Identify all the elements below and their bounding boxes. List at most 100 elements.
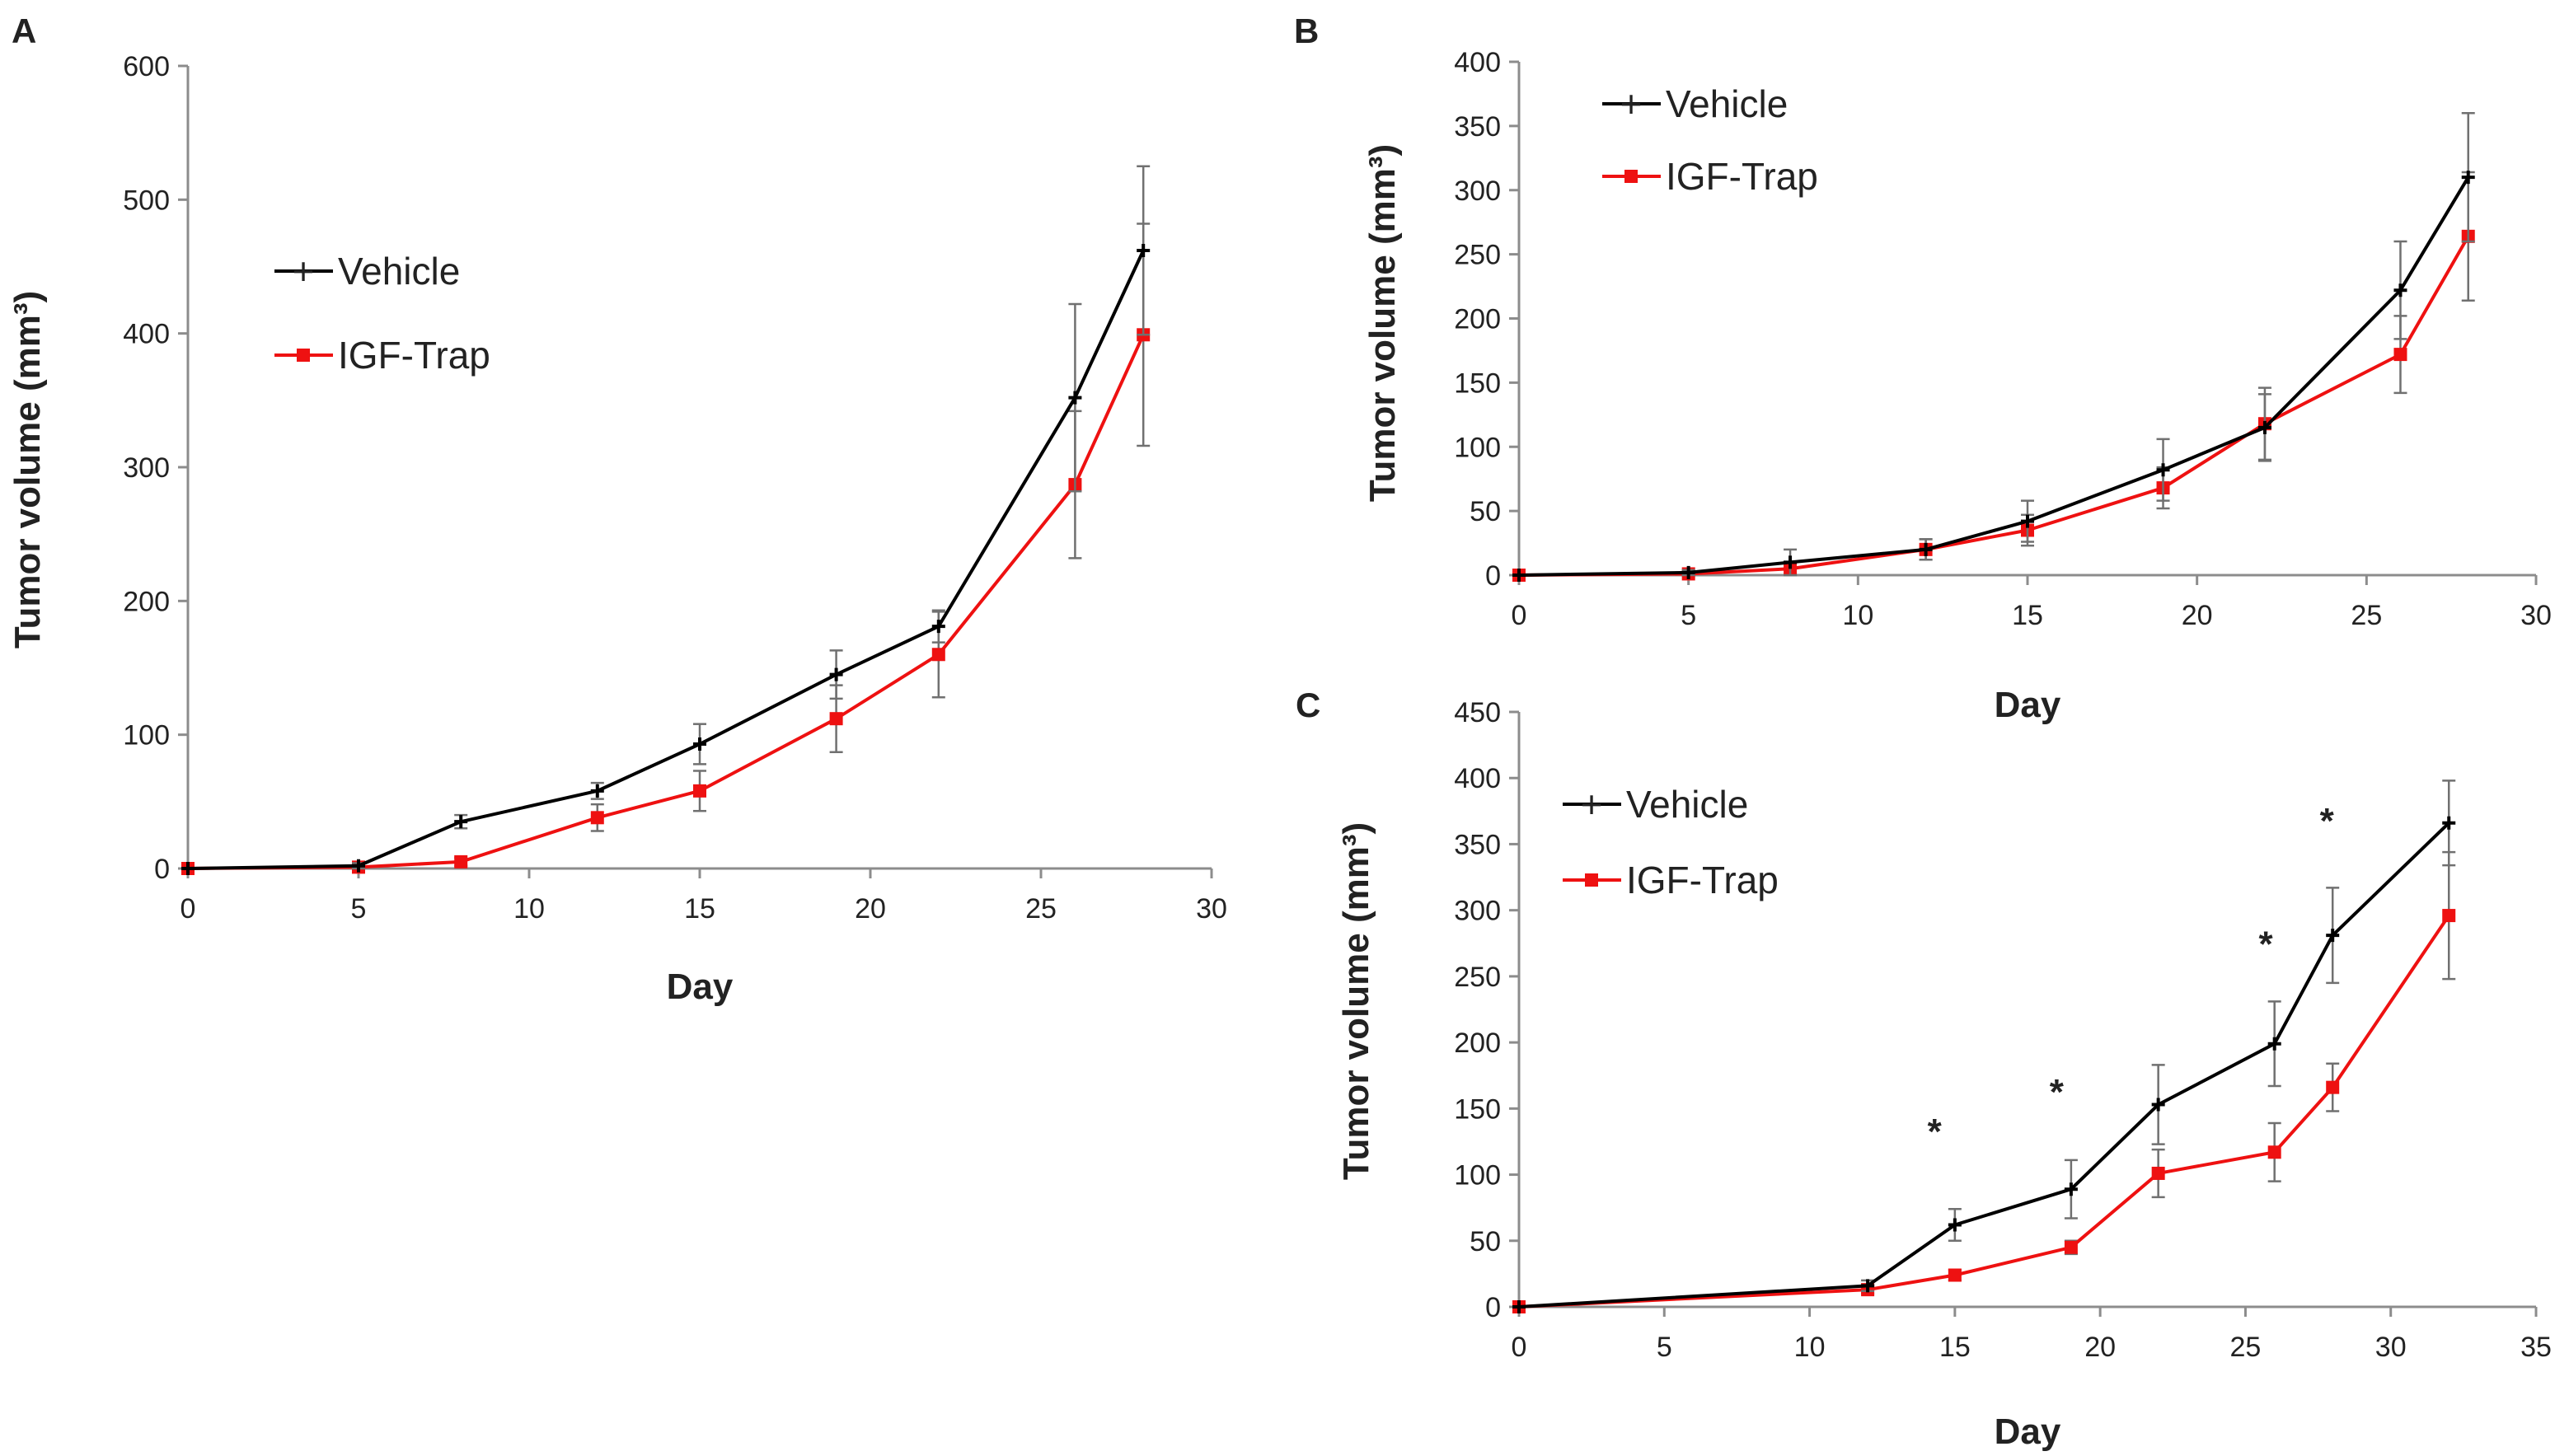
igf-trap-point — [2064, 1240, 2078, 1254]
y-tick-label: 400 — [1454, 763, 1501, 794]
series-vehicle — [1512, 779, 2456, 1313]
legend-igf-trap-label: IGF-Trap — [338, 334, 490, 377]
x-tick-label: 20 — [2084, 1332, 2116, 1363]
vehicle-point — [1681, 565, 1695, 579]
vehicle-point — [1919, 542, 1933, 556]
igf-trap-point — [454, 854, 468, 868]
vehicle-point — [2442, 816, 2456, 830]
x-tick-label: 10 — [513, 893, 545, 925]
panel-c-series — [1512, 779, 2456, 1313]
significance-asterisk: * — [2050, 1072, 2065, 1112]
x-tick-label: 15 — [684, 893, 715, 925]
vehicle-point — [2461, 171, 2475, 185]
panel-a-letter: A — [12, 12, 36, 50]
vehicle-point — [931, 620, 945, 634]
panel-c-axes: 0 50 100 150 200 250 300 350 400 450 0 5 10 15 20 25 30 3… — [1454, 697, 2552, 1363]
vehicle-point — [1512, 1300, 1526, 1313]
y-tick-label: 400 — [123, 319, 170, 350]
x-tick-label: 5 — [1681, 600, 1696, 631]
vehicle-point — [829, 667, 843, 681]
x-tick-label: 5 — [351, 893, 367, 925]
vehicle-point — [1512, 569, 1526, 582]
legend-vehicle-plus-marker: + — [1620, 82, 1643, 125]
panel-b-chart: B Tumor volume (mm³) Day 050100150200250… — [1294, 12, 2552, 725]
x-tick-label: 20 — [2182, 600, 2213, 631]
igf-trap-point — [2267, 1145, 2281, 1159]
x-tick-label: 30 — [1196, 893, 1227, 925]
panel-b-letter: B — [1294, 12, 1319, 50]
vehicle-point — [2393, 283, 2407, 297]
panel-c-chart: C Tumor volume (mm³) Day 050100150200250… — [1296, 686, 2552, 1452]
x-tick-label: 15 — [1939, 1332, 1971, 1363]
y-tick-label: 450 — [1454, 697, 1501, 728]
panel-b-x-axis-title: Day — [1995, 685, 2061, 725]
significance-asterisk: * — [2320, 801, 2335, 841]
vehicle-point — [1861, 1279, 1875, 1293]
vehicle-point — [1784, 555, 1798, 569]
x-tick-label: 35 — [2520, 1332, 2552, 1363]
igf-trap-point — [1948, 1268, 1962, 1282]
legend-vehicle-label: Vehicle — [338, 250, 460, 293]
y-tick-label: 300 — [123, 452, 170, 484]
y-tick-label: 200 — [123, 586, 170, 617]
x-tick-label: 0 — [1512, 1332, 1527, 1363]
vehicle-point — [2064, 1182, 2078, 1196]
vehicle-point — [2021, 514, 2034, 528]
legend-igf-trap-square-marker — [1624, 170, 1638, 183]
significance-asterisk: * — [2259, 924, 2274, 964]
panel-c-y-axis-title: Tumor volume (mm³) — [1336, 822, 1376, 1180]
igf-trap-point — [2326, 1080, 2340, 1094]
y-tick-label: 500 — [123, 185, 170, 216]
y-tick-label: 600 — [123, 51, 170, 82]
igf-trap-point — [590, 811, 604, 825]
y-tick-label: 150 — [1454, 1093, 1501, 1125]
panel-a-legend: + Vehicle IGF-Trap — [274, 250, 490, 377]
vehicle-line — [1518, 822, 2450, 1309]
y-tick-label: 0 — [1485, 1292, 1501, 1323]
panel-c-x-axis-title: Day — [1995, 1412, 2061, 1452]
legend-vehicle-plus-marker: + — [293, 250, 315, 293]
panel-c-letter: C — [1296, 686, 1320, 724]
panel-b-legend: + Vehicle IGF-Trap — [1602, 82, 1818, 198]
vehicle-point — [2257, 420, 2271, 434]
y-tick-label: 50 — [1470, 1226, 1501, 1257]
igf-trap-point — [2442, 909, 2456, 923]
legend-igf-trap-label: IGF-Trap — [1626, 859, 1779, 901]
x-tick-label: 30 — [2520, 600, 2552, 631]
vehicle-point — [1137, 244, 1151, 258]
igf-trap-point — [931, 648, 945, 662]
y-tick-label: 400 — [1454, 47, 1501, 78]
x-tick-label: 0 — [180, 893, 196, 925]
igf-trap-point — [2393, 348, 2407, 362]
x-tick-label: 10 — [1842, 600, 1873, 631]
vehicle-point — [2156, 463, 2170, 477]
x-tick-label: 20 — [855, 893, 886, 925]
x-tick-label: 0 — [1512, 600, 1527, 631]
significance-asterisk: * — [1928, 1112, 1943, 1152]
y-tick-label: 100 — [123, 720, 170, 751]
vehicle-point — [590, 784, 604, 798]
vehicle-point — [693, 737, 706, 751]
vehicle-point — [2267, 1037, 2281, 1051]
x-tick-label: 10 — [1794, 1332, 1826, 1363]
y-tick-label: 0 — [154, 854, 170, 885]
legend-vehicle-plus-marker: + — [1581, 783, 1603, 826]
legend-igf-trap-square-marker — [1585, 873, 1598, 887]
panel-a-chart: A Tumor volume (mm³) Day 010020030040050… — [7, 12, 1227, 1007]
panel-a-y-axis-title: Tumor volume (mm³) — [7, 291, 48, 648]
panel-c-legend: + Vehicle IGF-Trap — [1563, 783, 1779, 901]
panel-a-series — [181, 165, 1151, 875]
y-tick-label: 200 — [1454, 304, 1501, 335]
igf-trap-point — [693, 784, 706, 798]
y-tick-label: 300 — [1454, 176, 1501, 207]
y-tick-label: 200 — [1454, 1028, 1501, 1059]
vehicle-point — [1068, 391, 1082, 405]
y-tick-label: 300 — [1454, 896, 1501, 927]
vehicle-point — [181, 862, 195, 875]
y-tick-label: 350 — [1454, 111, 1501, 143]
x-tick-label: 25 — [1025, 893, 1057, 925]
legend-vehicle-label: Vehicle — [1666, 82, 1788, 125]
panel-b-y-axis-title: Tumor volume (mm³) — [1362, 144, 1403, 502]
vehicle-point — [2151, 1098, 2165, 1112]
